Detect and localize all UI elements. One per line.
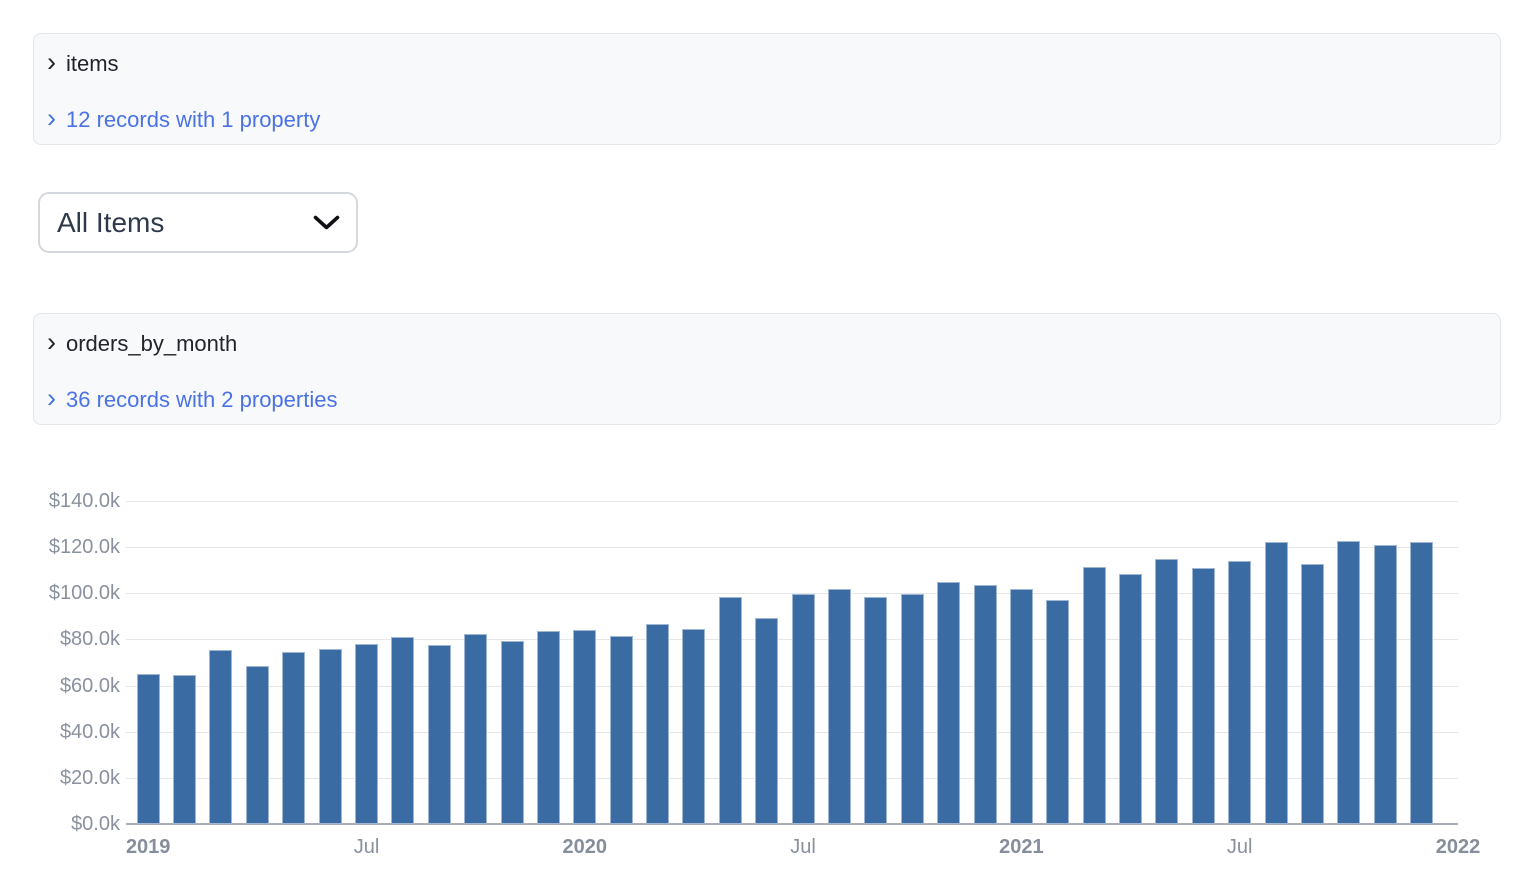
chevron-right-icon: › (47, 47, 56, 77)
bar[interactable] (1228, 561, 1252, 824)
bar[interactable] (718, 597, 742, 824)
bar[interactable] (755, 617, 779, 824)
y-tick-label: $140.0k (48, 490, 120, 512)
plot-area (126, 501, 1458, 825)
y-tick-label: $40.0k (59, 720, 120, 743)
y-tick-label: $0.0k (71, 813, 120, 835)
bar[interactable] (973, 584, 997, 824)
query-items-title: items (66, 51, 119, 76)
bar[interactable] (791, 594, 815, 824)
y-tick-label: $100.0k (48, 582, 120, 605)
bar[interactable] (536, 630, 560, 824)
bar[interactable] (1155, 559, 1179, 824)
bar[interactable] (682, 629, 706, 824)
bar[interactable] (1300, 563, 1324, 824)
chevron-right-icon: › (47, 383, 56, 413)
query-panel-orders-by-month: › orders_by_month › 36 records with 2 pr… (33, 313, 1501, 425)
y-tick-label: $120.0k (48, 536, 120, 559)
query-panel-items: › items › 12 records with 1 property (33, 33, 1501, 145)
bar[interactable] (500, 640, 524, 824)
bar[interactable] (1046, 599, 1070, 824)
bar[interactable] (1337, 540, 1361, 824)
x-tick-label: 2021 (999, 836, 1044, 858)
bar[interactable] (1119, 573, 1143, 824)
query-orders-summary: 36 records with 2 properties (66, 387, 338, 412)
bar[interactable] (391, 637, 415, 824)
query-orders-header[interactable]: › orders_by_month (47, 327, 238, 358)
bar[interactable] (354, 644, 378, 824)
chevron-right-icon: › (47, 103, 56, 133)
x-axis-line (126, 823, 1458, 825)
orders-bar-chart[interactable]: $140.0k $120.0k $100.0k $80.0k $60.0k $40.0k $… (0, 490, 1534, 891)
y-tick-label: $60.0k (59, 674, 120, 697)
bar[interactable] (318, 648, 342, 824)
x-tick-label: Jul (353, 836, 380, 858)
query-orders-summary-link[interactable]: › 36 records with 2 properties (47, 383, 338, 414)
y-tick-label: $80.0k (59, 628, 120, 651)
bar[interactable] (609, 635, 633, 824)
x-tick-label: Jul (1226, 836, 1253, 858)
bar[interactable] (1191, 568, 1215, 824)
bar[interactable] (282, 652, 306, 824)
bar[interactable] (173, 675, 197, 824)
chevron-right-icon: › (47, 327, 56, 357)
x-tick-label: 2020 (562, 836, 608, 858)
bar[interactable] (464, 633, 488, 824)
items-select[interactable]: All Items (38, 192, 358, 253)
query-items-summary-link[interactable]: › 12 records with 1 property (47, 103, 321, 134)
x-tick-label: Jul (790, 836, 816, 858)
bar[interactable] (1009, 589, 1033, 824)
bar[interactable] (1373, 545, 1397, 824)
bar[interactable] (573, 629, 597, 824)
bar[interactable] (646, 623, 670, 824)
bar[interactable] (827, 588, 851, 824)
bar[interactable] (245, 666, 269, 824)
bar[interactable] (937, 582, 961, 824)
items-select-value: All Items (57, 206, 165, 238)
gridline (126, 593, 1458, 595)
query-items-summary: 12 records with 1 property (66, 107, 321, 132)
chevron-down-icon (313, 215, 340, 229)
query-items-header[interactable]: › items (47, 47, 119, 78)
x-tick-label: 2019 (125, 836, 171, 858)
bar[interactable] (1410, 541, 1434, 824)
bar[interactable] (209, 649, 233, 824)
bar[interactable] (1264, 541, 1288, 824)
bar[interactable] (427, 644, 451, 824)
bar[interactable] (900, 594, 924, 824)
bar[interactable] (136, 674, 160, 824)
y-tick-label: $20.0k (59, 766, 120, 789)
gridline (126, 547, 1458, 549)
x-tick-label: 2022 (1435, 836, 1481, 858)
bar[interactable] (864, 596, 888, 824)
bar[interactable] (1082, 566, 1106, 824)
query-orders-title: orders_by_month (66, 331, 238, 356)
gridline (126, 501, 1458, 502)
